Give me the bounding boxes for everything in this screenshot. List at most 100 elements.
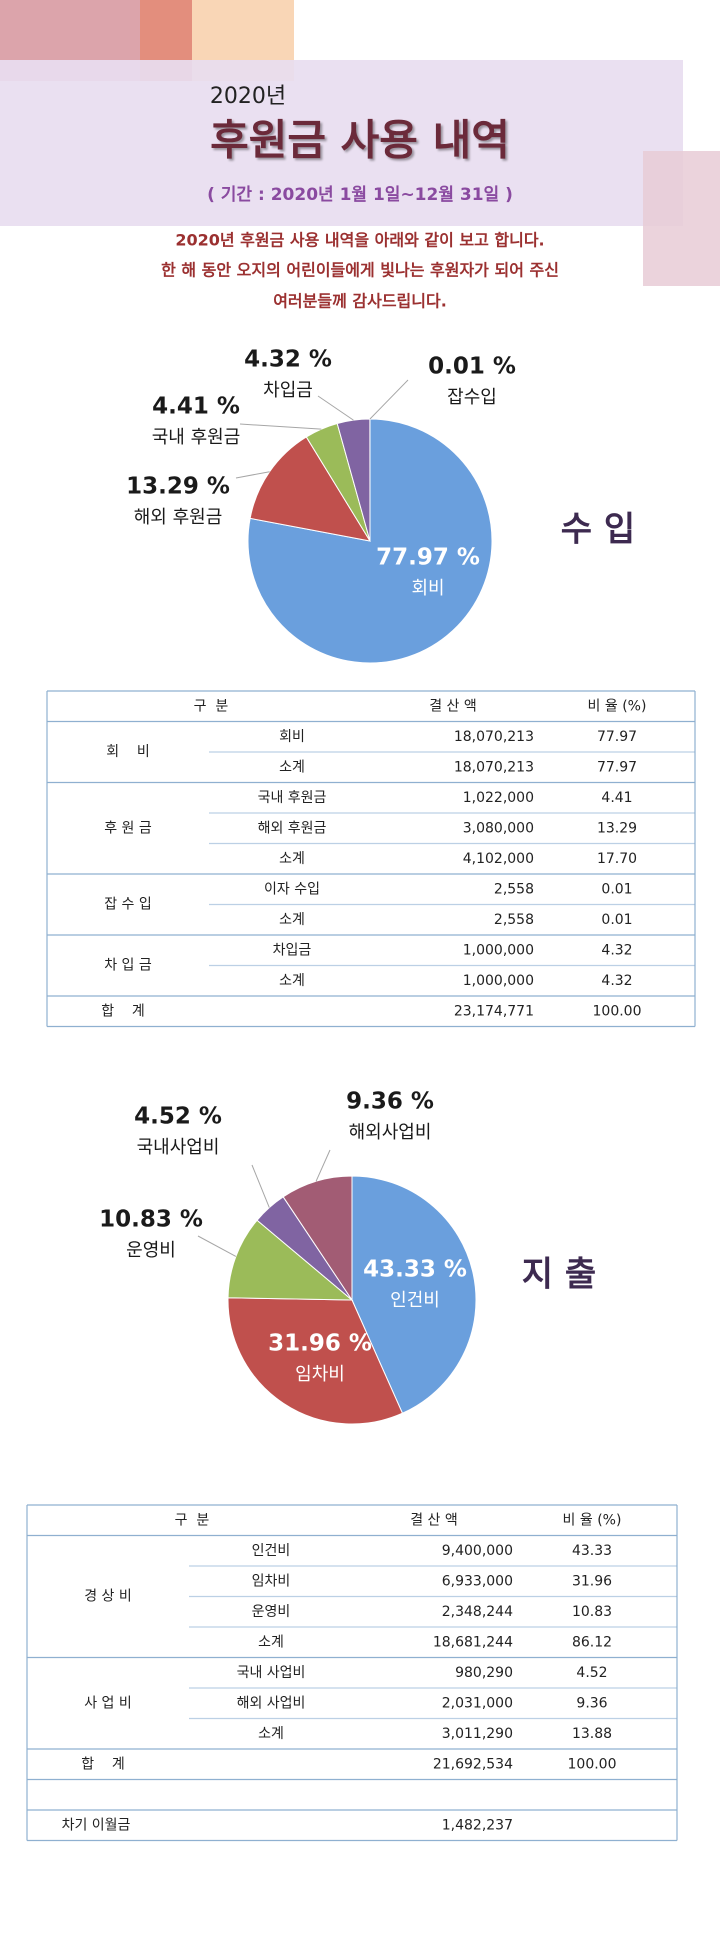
slice-label: 국내사업비 <box>137 1137 220 1158</box>
slice-label: 국내 후원금 <box>152 427 241 448</box>
table-cell: 국내 사업비 <box>237 1665 306 1681</box>
table-cell: 13.29 <box>597 820 637 836</box>
slice-label: 차입금 <box>263 380 313 401</box>
table-cell: 21,692,534 <box>433 1756 513 1772</box>
table-cell: 합 계 <box>101 1003 145 1019</box>
table-cell: 77.97 <box>597 729 637 745</box>
chart-title: 수 입 <box>561 510 635 550</box>
table-cell: 0.01 <box>601 912 632 928</box>
table-cell: 2,348,244 <box>442 1604 513 1620</box>
leader-line <box>239 423 322 430</box>
table-cell: 결 산 액 <box>429 698 477 714</box>
table-cell: 10.83 <box>572 1604 612 1620</box>
table-cell: 3,080,000 <box>463 820 534 836</box>
leader-line <box>315 1149 331 1182</box>
value-label: 0.01 % <box>428 354 516 380</box>
table-cell: 18,070,213 <box>454 759 534 775</box>
table-cell: 소계 <box>258 1634 284 1650</box>
table-cell: 0.01 <box>601 881 632 897</box>
table-cell: 비 율 (%) <box>588 698 647 714</box>
table-cell: 86.12 <box>572 1634 612 1650</box>
table-cell: 6,933,000 <box>442 1573 513 1589</box>
table-cell: 18,681,244 <box>433 1634 513 1650</box>
table-cell: 31.96 <box>572 1573 612 1589</box>
table-cell: 차기 이월금 <box>62 1817 131 1833</box>
table-cell: 43.33 <box>572 1543 612 1559</box>
table-cell: 100.00 <box>568 1756 617 1772</box>
intro: 2020년 후원금 사용 내역을 아래와 같이 보고 합니다. <box>175 231 544 250</box>
group-label: 잡 수 입 <box>104 897 152 913</box>
table-cell: 23,174,771 <box>454 1003 534 1019</box>
table-cell: 임차비 <box>252 1573 291 1589</box>
slice-label: 해외사업비 <box>349 1122 432 1143</box>
pie-slice <box>227 1297 404 1425</box>
value-label: 43.33 % <box>363 1257 467 1283</box>
table-cell: 인건비 <box>252 1543 291 1559</box>
table-cell: 회비 <box>279 729 305 745</box>
table-cell: 구 분 <box>194 698 229 714</box>
intro: 여러분들께 감사드립니다. <box>273 292 447 311</box>
period: ( 기간 : 2020년 1월 1일~12월 31일 ) <box>207 185 513 205</box>
table-cell: 980,290 <box>455 1665 513 1681</box>
value-label: 4.32 % <box>244 347 332 373</box>
table-cell: 소계 <box>279 759 305 775</box>
chart-title: 지 출 <box>522 1255 596 1295</box>
table-cell: 해외 후원금 <box>258 820 327 836</box>
leader-line <box>317 395 354 421</box>
slice-label: 임차비 <box>295 1364 345 1385</box>
table-cell: 9,400,000 <box>442 1543 513 1559</box>
table-cell: 결 산 액 <box>410 1512 458 1528</box>
table-cell: 합 계 <box>81 1756 125 1772</box>
table-cell: 국내 후원금 <box>258 790 327 806</box>
table-cell: 4.41 <box>601 790 632 806</box>
table-cell: 이자 수입 <box>264 881 320 897</box>
table-cell: 소계 <box>279 912 305 928</box>
value-label: 4.52 % <box>134 1104 222 1130</box>
leader-line <box>197 1235 237 1257</box>
value-label: 9.36 % <box>346 1089 434 1115</box>
leader-line <box>235 471 270 479</box>
table-cell: 1,022,000 <box>463 790 534 806</box>
table-cell: 18,070,213 <box>454 729 534 745</box>
group-label: 사 업 비 <box>84 1695 132 1711</box>
leader-line <box>251 1164 270 1208</box>
table-cell: 77.97 <box>597 759 637 775</box>
table-cell: 4.32 <box>601 942 632 958</box>
decor <box>643 151 720 286</box>
table-cell: 2,558 <box>494 912 534 928</box>
table-cell: 3,011,290 <box>442 1726 513 1742</box>
slice-label: 해외 후원금 <box>134 507 223 528</box>
year: 2020년 <box>210 84 286 109</box>
table-cell: 1,482,237 <box>442 1817 513 1833</box>
table-cell: 2,558 <box>494 881 534 897</box>
header-band <box>0 60 683 226</box>
table-cell: 1,000,000 <box>463 973 534 989</box>
group-label: 회 비 <box>106 744 150 760</box>
slice-label: 잡수입 <box>447 387 497 408</box>
table-cell: 해외 사업비 <box>237 1695 306 1711</box>
table-cell: 4,102,000 <box>463 851 534 867</box>
slice-label: 인건비 <box>390 1290 440 1311</box>
leader-line <box>369 379 409 420</box>
table-cell: 차입금 <box>273 942 312 958</box>
table-cell: 100.00 <box>593 1003 642 1019</box>
table-cell: 9.36 <box>576 1695 607 1711</box>
group-label: 후 원 금 <box>104 820 152 836</box>
slice-label: 회비 <box>411 578 444 599</box>
group-label: 차 입 금 <box>104 958 152 974</box>
table-cell: 4.32 <box>601 973 632 989</box>
table-cell: 2,031,000 <box>442 1695 513 1711</box>
pie-slice <box>249 436 372 542</box>
intro: 한 해 동안 오지의 어린이들에게 빛나는 후원자가 되어 주신 <box>161 261 559 280</box>
value-label: 13.29 % <box>126 474 230 500</box>
table-cell: 13.88 <box>572 1726 612 1742</box>
table-cell: 1,000,000 <box>463 942 534 958</box>
value-label: 4.41 % <box>152 394 240 420</box>
table-cell: 비 율 (%) <box>563 1512 622 1528</box>
table-cell: 4.52 <box>576 1665 607 1681</box>
value-label: 77.97 % <box>376 545 480 571</box>
value-label: 31.96 % <box>268 1331 372 1357</box>
pie-slice <box>351 1175 477 1414</box>
table-cell: 소계 <box>258 1726 284 1742</box>
